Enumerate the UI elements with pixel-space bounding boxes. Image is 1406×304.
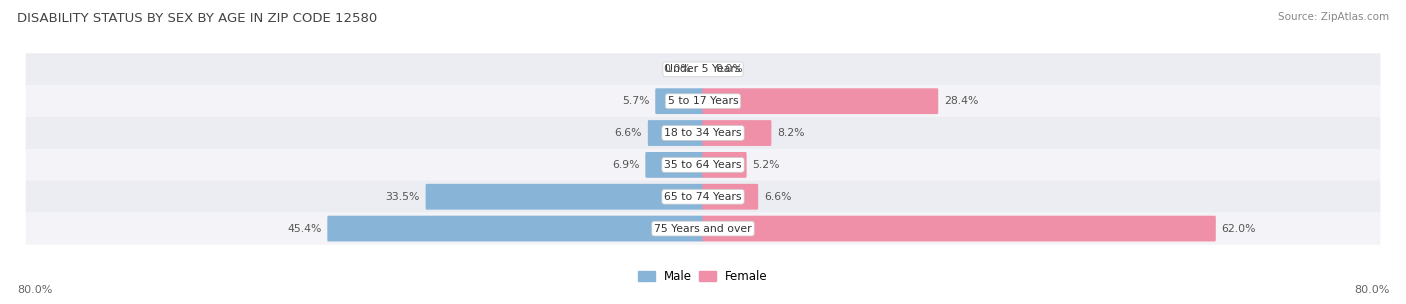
Text: 80.0%: 80.0% xyxy=(1354,285,1389,295)
Text: 8.2%: 8.2% xyxy=(778,128,804,138)
FancyBboxPatch shape xyxy=(25,181,1381,213)
Text: 6.9%: 6.9% xyxy=(612,160,640,170)
FancyBboxPatch shape xyxy=(703,88,938,114)
FancyBboxPatch shape xyxy=(25,53,1381,85)
FancyBboxPatch shape xyxy=(655,88,703,114)
FancyBboxPatch shape xyxy=(703,184,758,210)
FancyBboxPatch shape xyxy=(25,149,1381,181)
Text: Source: ZipAtlas.com: Source: ZipAtlas.com xyxy=(1278,12,1389,22)
Legend: Male, Female: Male, Female xyxy=(634,265,772,288)
Text: 18 to 34 Years: 18 to 34 Years xyxy=(664,128,742,138)
Text: Under 5 Years: Under 5 Years xyxy=(665,64,741,74)
Text: 5.2%: 5.2% xyxy=(752,160,780,170)
Text: 6.6%: 6.6% xyxy=(614,128,643,138)
Text: 80.0%: 80.0% xyxy=(17,285,52,295)
FancyBboxPatch shape xyxy=(648,120,703,146)
FancyBboxPatch shape xyxy=(426,184,703,210)
Text: 62.0%: 62.0% xyxy=(1222,223,1256,233)
FancyBboxPatch shape xyxy=(703,120,772,146)
FancyBboxPatch shape xyxy=(328,216,703,241)
FancyBboxPatch shape xyxy=(703,152,747,178)
Text: 33.5%: 33.5% xyxy=(385,192,419,202)
Text: 75 Years and over: 75 Years and over xyxy=(654,223,752,233)
FancyBboxPatch shape xyxy=(645,152,703,178)
Text: 5 to 17 Years: 5 to 17 Years xyxy=(668,96,738,106)
FancyBboxPatch shape xyxy=(703,216,1216,241)
Text: 28.4%: 28.4% xyxy=(945,96,979,106)
Text: 65 to 74 Years: 65 to 74 Years xyxy=(664,192,742,202)
Text: 0.0%: 0.0% xyxy=(716,64,744,74)
Text: 0.0%: 0.0% xyxy=(662,64,690,74)
Text: 5.7%: 5.7% xyxy=(621,96,650,106)
FancyBboxPatch shape xyxy=(25,117,1381,149)
FancyBboxPatch shape xyxy=(25,212,1381,245)
Text: DISABILITY STATUS BY SEX BY AGE IN ZIP CODE 12580: DISABILITY STATUS BY SEX BY AGE IN ZIP C… xyxy=(17,12,377,25)
Text: 45.4%: 45.4% xyxy=(287,223,322,233)
Text: 6.6%: 6.6% xyxy=(763,192,792,202)
Text: 35 to 64 Years: 35 to 64 Years xyxy=(664,160,742,170)
FancyBboxPatch shape xyxy=(25,85,1381,117)
